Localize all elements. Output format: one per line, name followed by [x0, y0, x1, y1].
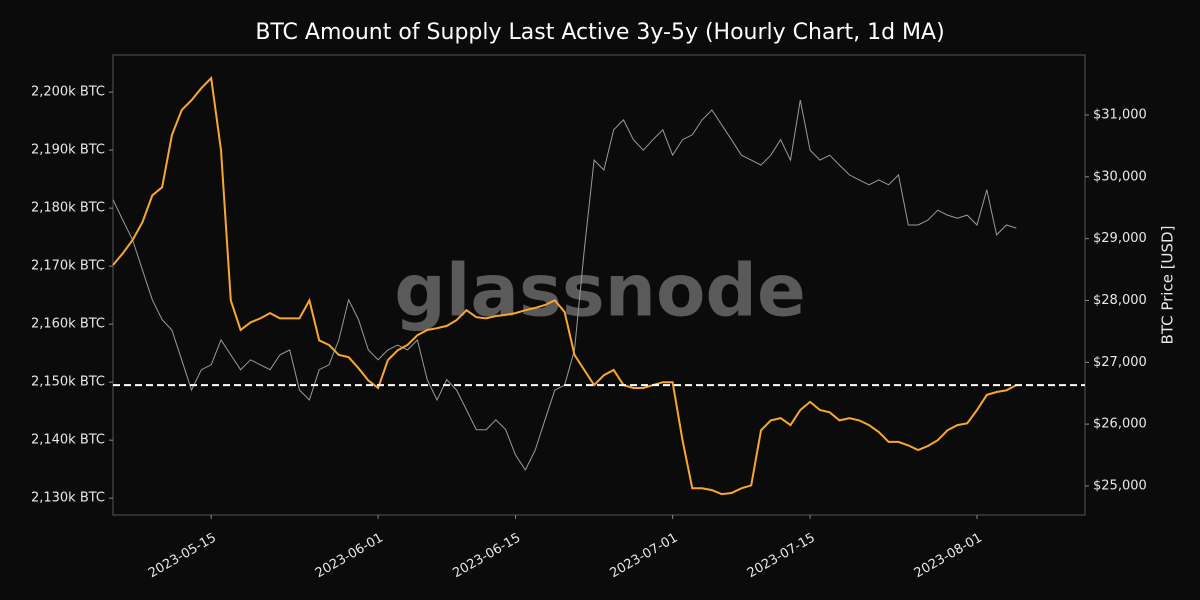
y2-tick-label: $27,000: [1093, 355, 1147, 370]
y-tick-label: 2,160k BTC: [31, 317, 105, 332]
y2-tick-label: $31,000: [1093, 107, 1147, 122]
y2-tick-label: $26,000: [1093, 417, 1147, 432]
plot-frame: [112, 54, 1086, 516]
chart-title: BTC Amount of Supply Last Active 3y-5y (…: [255, 20, 944, 45]
y2-axis-label: BTC Price [USD]: [1159, 226, 1177, 345]
y2-tick-label: $29,000: [1093, 231, 1147, 246]
y-tick-label: 2,170k BTC: [31, 259, 105, 274]
y-tick-label: 2,140k BTC: [31, 433, 105, 448]
y-tick-label: 2,190k BTC: [31, 143, 105, 158]
y-tick-label: 2,130k BTC: [31, 491, 105, 506]
y-tick-label: 2,180k BTC: [31, 201, 105, 216]
y2-tick-label: $30,000: [1093, 169, 1147, 184]
y2-tick-label: $25,000: [1093, 478, 1147, 493]
y-tick-label: 2,200k BTC: [31, 85, 105, 100]
series-line: [112, 76, 1017, 496]
y-tick-label: 2,150k BTC: [31, 375, 105, 390]
y2-tick-label: $28,000: [1093, 293, 1147, 308]
watermark: glassnode: [394, 249, 806, 333]
